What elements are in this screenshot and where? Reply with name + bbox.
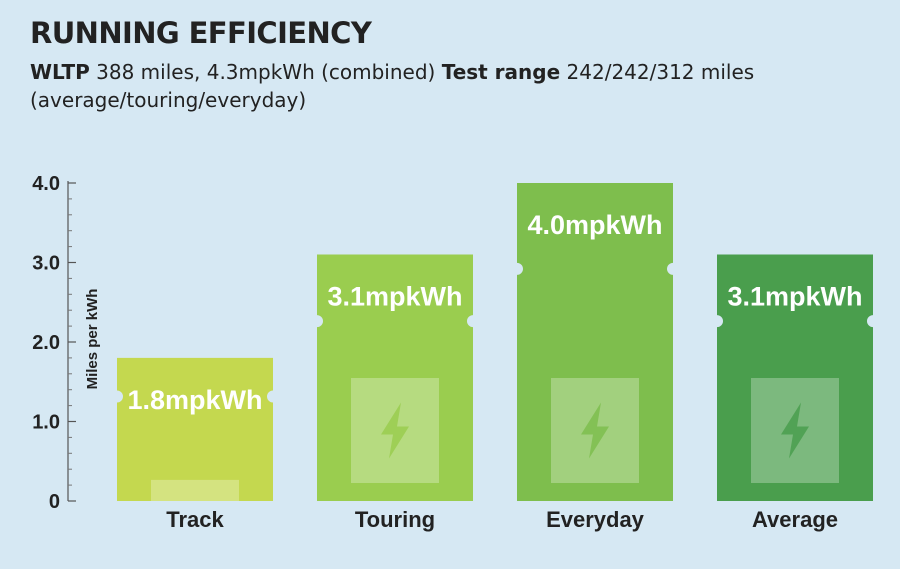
bars: 1.8mpkWh 3.1mpkWh 4.0mpkWh 3.1mpkWh [117, 183, 873, 501]
y-tick-label: 3.0 [32, 253, 60, 275]
bar-data-label: 4.0mpkWh [527, 210, 662, 240]
x-category-label: Everyday [546, 507, 645, 532]
bar-rect [317, 254, 473, 501]
wltp-value: 388 miles, 4.3mpkWh (combined) [89, 60, 442, 84]
lightning-bolt-icon [151, 479, 239, 501]
y-tick-label: 2.0 [32, 332, 60, 354]
y-tick-label: 4.0 [32, 173, 60, 195]
test-range-label: Test range [441, 60, 561, 84]
lightning-bolt-icon [551, 378, 639, 483]
bar-rect [117, 357, 273, 501]
y-tick-label: 1.0 [32, 412, 60, 434]
y-tick-label: 0 [49, 491, 60, 513]
y-axis: 0 1.0 2.0 3.0 4.0 [32, 173, 76, 513]
x-category-label: Touring [355, 507, 435, 532]
bar-data-label: 3.1mpkWh [327, 282, 462, 312]
x-axis-labels: Track Touring Everyday Average [166, 507, 838, 532]
bar-average: 3.1mpkWh [717, 254, 873, 501]
y-axis-label: Miles per kWh [84, 289, 101, 390]
bar-everyday: 4.0mpkWh [517, 183, 673, 501]
bar-rect [517, 183, 673, 501]
bar-rect [717, 254, 873, 501]
lightning-bolt-icon [751, 378, 839, 483]
test-range-value: 242/242/312 miles (average/touring/every… [30, 60, 755, 112]
bar-data-label: 1.8mpkWh [127, 385, 262, 415]
chart-title: RUNNING EFFICIENCY [30, 16, 372, 50]
x-category-label: Track [166, 507, 224, 532]
chart-subtitle: WLTP 388 miles, 4.3mpkWh (combined) Test… [30, 58, 880, 114]
wltp-label: WLTP [30, 60, 90, 84]
bar-touring: 3.1mpkWh [317, 254, 473, 501]
bar-track: 1.8mpkWh [117, 357, 273, 501]
x-category-label: Average [752, 507, 838, 532]
lightning-bolt-icon [351, 378, 439, 483]
bar-data-label: 3.1mpkWh [727, 282, 862, 312]
